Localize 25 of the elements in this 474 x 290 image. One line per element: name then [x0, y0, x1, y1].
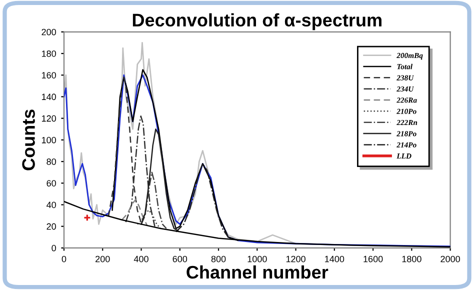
x-tick-label: 1200 — [286, 256, 306, 262]
y-tick-label: 60 — [46, 180, 56, 186]
y-tick-label: 0 — [52, 244, 56, 252]
y-tick-label: 180 — [42, 50, 56, 57]
x-tick-label: 1000 — [248, 256, 267, 262]
x-tick-label: 0 — [62, 256, 66, 262]
y-tick-label: 20 — [46, 223, 56, 230]
x-axis-title: Channel number — [186, 265, 328, 279]
y-axis-title: Counts — [22, 110, 35, 170]
x-tick-label: 1400 — [325, 256, 344, 262]
y-tick-label: 200 — [42, 28, 56, 36]
y-tick-label: 140 — [42, 94, 56, 100]
x-tick-label: 2000 — [440, 256, 460, 262]
y-tick-label: 120 — [42, 115, 56, 122]
x-tick-label: 1600 — [364, 256, 383, 262]
x-tick-label: 400 — [134, 256, 148, 262]
y-tick-label: 160 — [42, 72, 56, 78]
x-tick-label: 1800 — [402, 256, 422, 262]
chart-title: Deconvolution of α-spectrum — [132, 13, 382, 30]
x-tick-label: 800 — [211, 256, 226, 262]
y-tick-label: 100 — [42, 136, 56, 144]
y-tick-label: 40 — [46, 202, 56, 208]
x-tick-label: 200 — [96, 256, 110, 262]
x-tick-label: 600 — [172, 256, 188, 262]
y-tick-label: 80 — [46, 158, 56, 165]
